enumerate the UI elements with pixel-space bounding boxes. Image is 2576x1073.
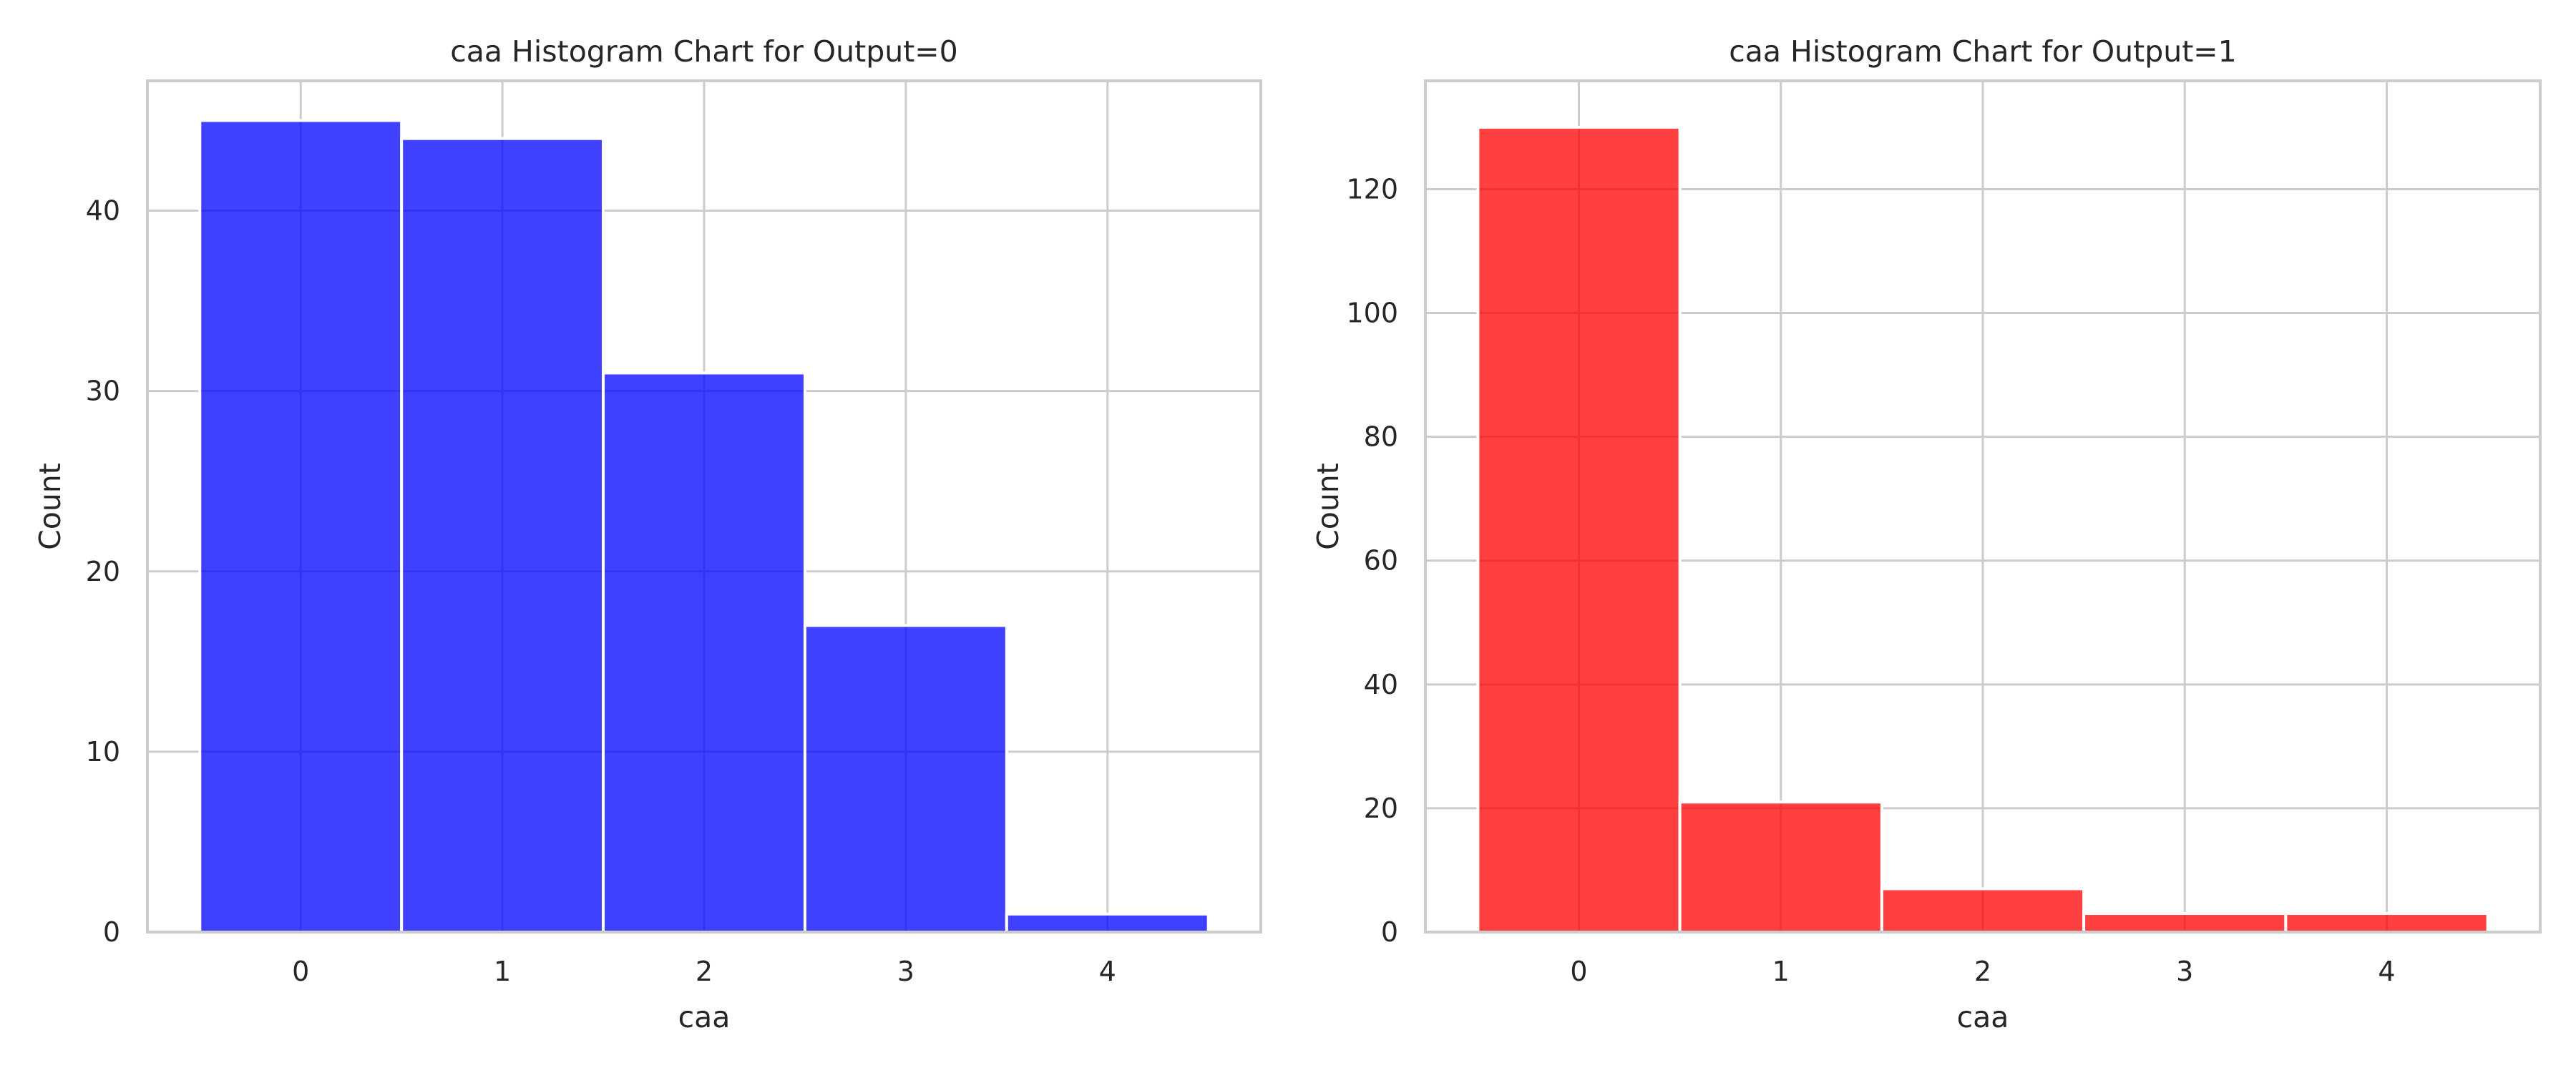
y-tick-label: 0 [103,916,120,948]
y-tick-label: 40 [86,195,120,227]
chart-panel-output-0: 0 10 20 30 40 0 1 2 3 4 caa Histogram Chart for Ou… [33,34,1262,1034]
histogram-bar [400,137,605,934]
chart-title: caa Histogram Chart for Output=0 [450,34,958,69]
x-tick-label: 2 [1974,956,1991,987]
histogram-bar [198,119,404,934]
histogram-bar [1476,125,1682,934]
x-tick-label: 0 [292,956,309,987]
histogram-bar [2284,912,2489,934]
chart-title: caa Histogram Chart for Output=1 [1729,34,2237,69]
histogram-bar [1880,887,2086,934]
x-tick-label: 1 [494,956,511,987]
histogram-bar [803,624,1008,934]
y-axis-label: Count [1311,463,1345,550]
histogram-bar [1005,912,1210,934]
y-tick-label: 40 [1364,669,1398,700]
y-tick-label: 10 [86,736,120,768]
y-tick-label: 20 [1364,793,1398,824]
x-tick-label: 2 [696,956,713,987]
histogram-bar [1678,800,1883,934]
y-tick-label: 60 [1364,545,1398,577]
x-tick-label: 3 [2176,956,2193,987]
x-tick-label: 4 [2378,956,2395,987]
histogram-bar [2082,912,2288,934]
x-axis-label: caa [1957,1000,2009,1034]
y-axis-label: Count [33,463,67,550]
x-axis-label: caa [678,1000,731,1034]
histogram-bar [602,371,806,934]
y-tick-label: 80 [1364,421,1398,453]
x-tick-label: 1 [1772,956,1790,987]
x-tick-label: 4 [1099,956,1116,987]
chart-panel-output-1: 0 20 40 60 80 100 120 0 1 2 3 4 caa Histogram Chart … [1311,34,2542,1034]
y-tick-label: 0 [1381,916,1398,948]
plot-frame [1424,79,2542,934]
y-tick-label: 20 [86,556,120,587]
x-tick-label: 3 [897,956,914,987]
plot-frame [146,79,1262,934]
y-tick-label: 120 [1346,173,1398,205]
y-tick-label: 30 [86,376,120,407]
y-tick-label: 100 [1346,298,1398,329]
x-tick-label: 0 [1570,956,1587,987]
